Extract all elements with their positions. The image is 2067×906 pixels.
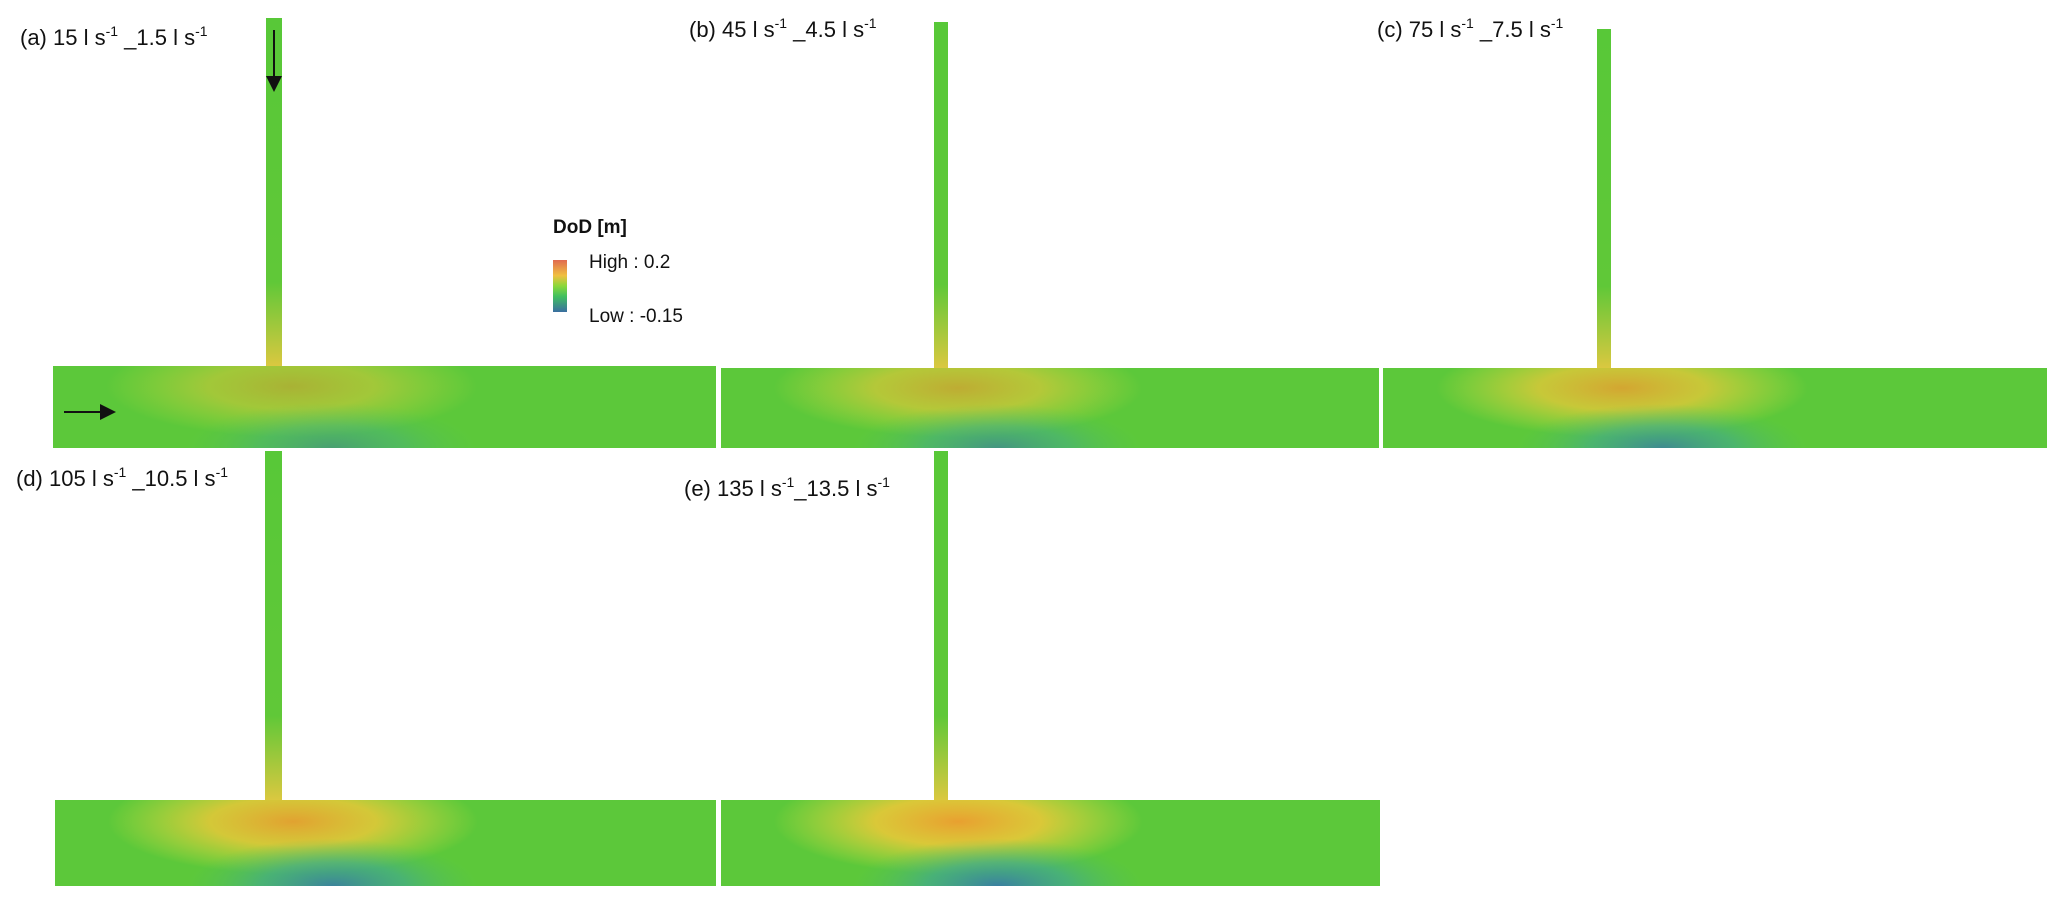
panel: (b) 45 l s-1 _4.5 l s-1 <box>689 15 1379 448</box>
label-text: (b) 45 l s <box>689 17 775 42</box>
label-superscript: -1 <box>1551 15 1564 31</box>
tributary <box>266 18 282 370</box>
label-text: (e) 135 l s <box>684 476 782 501</box>
flow-arrows <box>64 30 282 420</box>
label-superscript: -1 <box>195 23 208 39</box>
label-superscript: -1 <box>864 15 877 31</box>
scour-zone <box>55 800 716 886</box>
scour-zone <box>721 368 1379 448</box>
panel-label: (e) 135 l s-1_13.5 l s-1 <box>684 474 890 501</box>
label-superscript: -1 <box>114 464 127 480</box>
label-superscript: -1 <box>216 464 229 480</box>
label-text: (d) 105 l s <box>16 466 114 491</box>
label-text: _13.5 l s <box>793 476 877 501</box>
label-superscript: -1 <box>106 23 119 39</box>
legend-title: DoD [m] <box>553 217 627 238</box>
panel: (c) 75 l s-1 _7.5 l s-1 <box>1377 15 2047 448</box>
panel-label: (a) 15 l s-1 _1.5 l s-1 <box>20 23 208 50</box>
label-superscript: -1 <box>1461 15 1474 31</box>
scour-zone <box>721 800 1380 886</box>
label-text: (a) 15 l s <box>20 25 106 50</box>
scour-zone <box>53 366 716 448</box>
tributary <box>934 22 948 372</box>
scour-zone <box>1383 368 2047 448</box>
label-text: _4.5 l s <box>787 17 864 42</box>
label-text: (c) 75 l s <box>1377 17 1461 42</box>
color-bar <box>553 260 567 312</box>
panel: (d) 105 l s-1 _10.5 l s-1 <box>16 451 716 886</box>
panel-label: (c) 75 l s-1 _7.5 l s-1 <box>1377 15 1564 42</box>
label-superscript: -1 <box>775 15 788 31</box>
label-superscript: -1 <box>877 474 890 490</box>
panel-label: (d) 105 l s-1 _10.5 l s-1 <box>16 464 228 491</box>
label-text: _10.5 l s <box>126 466 215 491</box>
label-text: _1.5 l s <box>118 25 195 50</box>
label-superscript: -1 <box>782 474 795 490</box>
legend-low: Low : -0.15 <box>589 306 683 327</box>
tributary <box>934 451 948 804</box>
panel-label: (b) 45 l s-1 _4.5 l s-1 <box>689 15 877 42</box>
tributary <box>1597 29 1611 372</box>
label-text: _7.5 l s <box>1474 17 1551 42</box>
tributary <box>265 451 282 804</box>
panel: (e) 135 l s-1_13.5 l s-1 <box>684 451 1380 886</box>
legend-high: High : 0.2 <box>589 252 670 273</box>
panel: (a) 15 l s-1 _1.5 l s-1 <box>20 18 716 448</box>
legend: DoD [m] High : 0.2 Low : -0.15 <box>553 217 683 327</box>
